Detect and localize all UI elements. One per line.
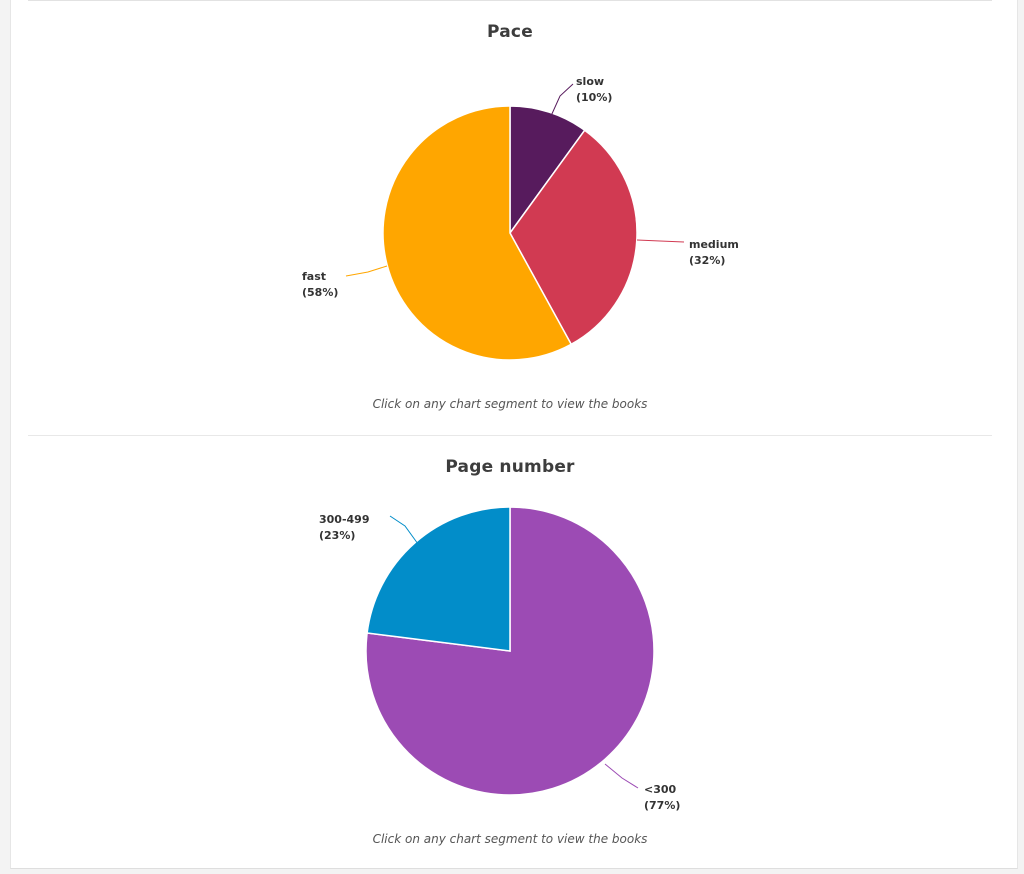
pace-slice-medium[interactable] bbox=[509, 129, 638, 346]
pace-label-fast: fast bbox=[302, 270, 326, 283]
pace-slice-slow[interactable] bbox=[509, 105, 586, 236]
page-number-leader-300-499 bbox=[389, 515, 419, 545]
page-number-percent-300-499: (23%) bbox=[319, 529, 355, 542]
pace-leader-slow bbox=[550, 83, 574, 117]
page-number-leader-300 bbox=[604, 763, 639, 789]
pace-label-medium: medium bbox=[689, 238, 739, 251]
page-number-slice-300-499[interactable] bbox=[366, 506, 511, 652]
page-number-pie-chart: <300 (77%) 300-499 (23%) bbox=[319, 506, 680, 812]
page-number-slice-300[interactable] bbox=[365, 506, 655, 796]
section-divider bbox=[28, 435, 992, 436]
page-number-chart-hint: Click on any chart segment to view the b… bbox=[372, 832, 648, 846]
page-number-label-300: <300 bbox=[644, 783, 677, 796]
pace-percent-fast: (58%) bbox=[302, 286, 338, 299]
top-divider bbox=[28, 0, 992, 1]
pace-chart-title: Pace bbox=[487, 22, 533, 42]
page-number-chart-title: Page number bbox=[445, 457, 575, 477]
pace-leader-fast bbox=[345, 265, 388, 277]
pace-percent-medium: (32%) bbox=[689, 254, 725, 267]
page-number-label-300-499: 300-499 bbox=[319, 513, 370, 526]
pace-slice-fast[interactable] bbox=[382, 105, 573, 361]
pace-pie-chart: slow (10%) medium (32%) fast (58%) bbox=[302, 75, 739, 361]
pace-percent-slow: (10%) bbox=[576, 91, 612, 104]
pace-leader-medium bbox=[636, 239, 685, 243]
page-number-percent-300: (77%) bbox=[644, 799, 680, 812]
pace-chart-hint: Click on any chart segment to view the b… bbox=[372, 397, 648, 411]
pace-label-slow: slow bbox=[576, 75, 604, 88]
